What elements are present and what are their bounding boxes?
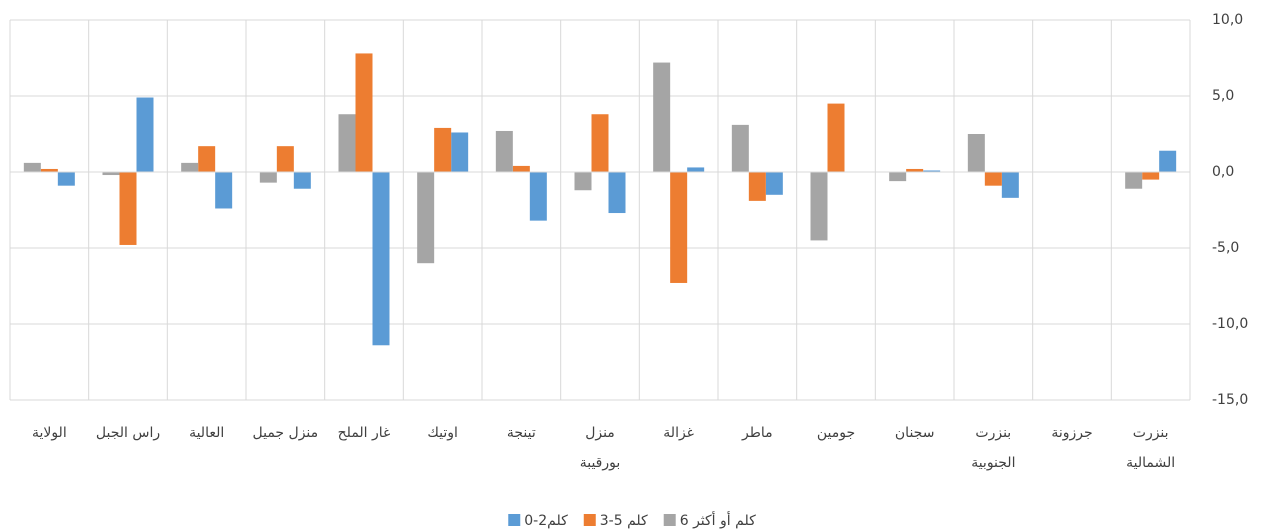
bar (40, 168, 58, 172)
x-tick-label: العالية (189, 425, 224, 441)
label-line: منزل (585, 425, 615, 441)
bar (731, 124, 749, 172)
bar (434, 127, 452, 172)
bar (119, 172, 137, 245)
bar (748, 172, 766, 201)
bar (293, 172, 311, 189)
bar (102, 172, 120, 176)
label-line: بنزرت (1133, 425, 1169, 441)
bar (136, 97, 154, 172)
y-tick-label: 10,0 (1212, 12, 1243, 28)
bar (355, 53, 373, 172)
bar (984, 172, 1002, 186)
bar (574, 172, 592, 191)
bar (372, 172, 390, 346)
x-tick-label: ماطر (741, 425, 773, 441)
x-tick-label: جرزونة (1051, 425, 1092, 441)
legend-label: 3-5 كلم (600, 513, 648, 529)
bar (23, 162, 41, 172)
bar (1001, 172, 1019, 198)
bar (451, 132, 469, 172)
x-tick-label: سجنان (895, 425, 935, 441)
legend-swatch (583, 514, 596, 526)
bar (608, 172, 626, 214)
x-tick-label: منزل بورقيبة (580, 425, 621, 471)
x-tick-label: تينجة (507, 425, 536, 441)
label-line: الشمالية (1126, 455, 1175, 471)
bar (827, 103, 845, 172)
bar (338, 114, 356, 172)
bar (810, 172, 828, 241)
y-tick-label: -10,0 (1212, 316, 1248, 332)
label-line: بنزرت (975, 425, 1011, 441)
bar (417, 172, 435, 264)
y-tick-label: -5,0 (1212, 240, 1239, 256)
bar (57, 172, 75, 186)
bar (512, 165, 530, 172)
bar (1142, 172, 1160, 180)
bar (906, 168, 924, 172)
bar (889, 172, 907, 182)
legend-label: 0-2كلم (524, 513, 568, 529)
bar (670, 172, 688, 283)
label-line: الجنوبية (971, 455, 1015, 471)
x-tick-label: راس الجبل (96, 425, 160, 441)
bar (687, 167, 705, 172)
bar (529, 172, 547, 221)
y-tick-label: 0,0 (1212, 164, 1234, 180)
bar (967, 134, 985, 172)
bar (591, 114, 609, 172)
bar (198, 146, 216, 172)
bar (259, 172, 277, 183)
bar (1159, 150, 1177, 172)
legend: 0-2كلم 3-5 كلم 6 كلم أو أكثر (508, 511, 756, 529)
bar (923, 170, 941, 172)
label-line: بورقيبة (580, 455, 621, 471)
bar (181, 162, 199, 172)
x-tick-label: الولاية (32, 425, 67, 441)
x-tick-label: بنزرت الجنوبية (971, 425, 1015, 471)
y-tick-label: 5,0 (1212, 88, 1234, 104)
bar (653, 62, 671, 173)
bar (276, 146, 294, 172)
x-tick-label: غار الملح (338, 425, 391, 441)
bar (1125, 172, 1143, 189)
x-tick-label: جومين (817, 425, 855, 441)
bar (215, 172, 233, 209)
y-tick-label: -15,0 (1212, 392, 1248, 408)
legend-swatch (508, 514, 521, 526)
x-tick-label: بنزرت الشمالية (1126, 425, 1175, 471)
legend-label: 6 كلم أو أكثر (680, 511, 756, 529)
bar (765, 172, 783, 195)
bar (495, 130, 513, 172)
legend-swatch (663, 514, 676, 526)
x-tick-label: منزل جميل (253, 425, 319, 441)
x-tick-label: غزالة (663, 425, 694, 441)
x-tick-label: اوتيك (427, 425, 458, 441)
